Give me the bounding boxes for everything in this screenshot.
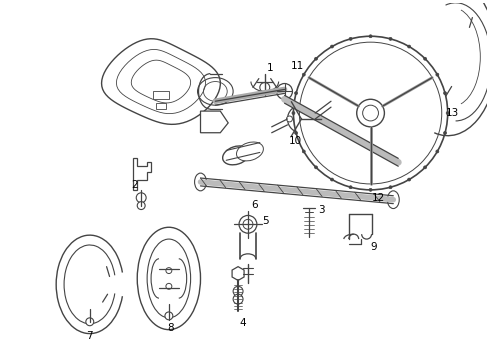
Circle shape <box>239 215 257 233</box>
Circle shape <box>389 186 392 189</box>
Text: 5: 5 <box>263 216 269 226</box>
Circle shape <box>294 36 448 190</box>
Circle shape <box>165 312 173 320</box>
Text: 12: 12 <box>372 193 385 203</box>
Polygon shape <box>232 267 244 280</box>
Text: 7: 7 <box>86 330 93 341</box>
Circle shape <box>302 73 305 76</box>
Text: 2: 2 <box>131 180 138 190</box>
Circle shape <box>357 99 384 127</box>
Circle shape <box>292 112 295 114</box>
Circle shape <box>294 131 297 134</box>
Circle shape <box>408 178 411 181</box>
Circle shape <box>233 286 243 296</box>
Text: 6: 6 <box>251 199 258 210</box>
Circle shape <box>287 116 293 122</box>
Circle shape <box>304 106 310 112</box>
Text: 11: 11 <box>291 61 304 71</box>
Ellipse shape <box>237 142 264 161</box>
Text: 4: 4 <box>240 318 246 328</box>
Ellipse shape <box>195 173 206 191</box>
Polygon shape <box>156 103 166 109</box>
Circle shape <box>349 37 352 40</box>
Circle shape <box>436 73 439 76</box>
Circle shape <box>389 37 392 40</box>
Circle shape <box>166 283 172 289</box>
Circle shape <box>277 84 293 99</box>
Circle shape <box>304 126 310 132</box>
Circle shape <box>302 150 305 153</box>
Circle shape <box>369 35 372 38</box>
Circle shape <box>315 166 318 169</box>
Circle shape <box>335 125 347 137</box>
Circle shape <box>315 57 318 60</box>
Polygon shape <box>133 158 151 190</box>
Circle shape <box>288 105 315 133</box>
Circle shape <box>443 92 446 95</box>
Text: 13: 13 <box>446 108 459 118</box>
Circle shape <box>331 45 334 48</box>
Circle shape <box>233 294 243 304</box>
Circle shape <box>331 178 334 181</box>
Text: 8: 8 <box>168 323 174 333</box>
Polygon shape <box>200 111 228 133</box>
Circle shape <box>369 188 372 191</box>
Circle shape <box>446 112 449 114</box>
Circle shape <box>436 150 439 153</box>
Circle shape <box>443 131 446 134</box>
Ellipse shape <box>222 146 249 165</box>
Polygon shape <box>153 91 169 99</box>
Circle shape <box>86 318 94 326</box>
Polygon shape <box>101 39 220 124</box>
Circle shape <box>136 193 146 203</box>
Circle shape <box>424 166 427 169</box>
Ellipse shape <box>388 191 399 208</box>
Circle shape <box>137 202 145 210</box>
Circle shape <box>408 45 411 48</box>
Text: 9: 9 <box>370 242 377 252</box>
Text: 1: 1 <box>267 63 273 73</box>
Text: 10: 10 <box>289 136 302 145</box>
Circle shape <box>424 57 427 60</box>
Text: 3: 3 <box>318 204 324 215</box>
Circle shape <box>166 267 172 274</box>
Circle shape <box>349 186 352 189</box>
Circle shape <box>294 92 297 95</box>
